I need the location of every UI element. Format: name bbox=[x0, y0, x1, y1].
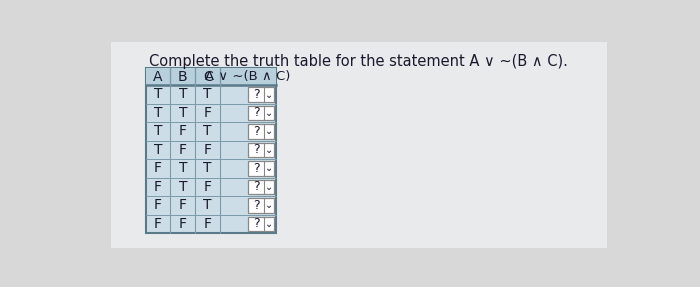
FancyBboxPatch shape bbox=[146, 68, 276, 233]
Text: ⌄: ⌄ bbox=[265, 219, 273, 229]
Text: F: F bbox=[154, 217, 162, 231]
Text: B: B bbox=[178, 70, 188, 84]
Text: T: T bbox=[154, 106, 162, 120]
Text: Complete the truth table for the statement A ∨ ∼(B ∧ C).: Complete the truth table for the stateme… bbox=[149, 54, 568, 69]
Text: ?: ? bbox=[253, 106, 260, 119]
Text: ?: ? bbox=[253, 199, 260, 212]
Text: T: T bbox=[178, 161, 187, 175]
Text: T: T bbox=[178, 88, 187, 102]
Text: A ∨ ∼(B ∧ C): A ∨ ∼(B ∧ C) bbox=[205, 70, 290, 83]
Text: T: T bbox=[154, 143, 162, 157]
Text: F: F bbox=[204, 217, 211, 231]
Text: F: F bbox=[178, 143, 187, 157]
Text: ⌄: ⌄ bbox=[265, 163, 273, 173]
FancyBboxPatch shape bbox=[111, 42, 607, 248]
Text: ⌄: ⌄ bbox=[265, 145, 273, 155]
FancyBboxPatch shape bbox=[248, 106, 274, 120]
Text: ?: ? bbox=[253, 88, 260, 101]
Text: F: F bbox=[204, 106, 211, 120]
FancyBboxPatch shape bbox=[248, 161, 274, 176]
Text: T: T bbox=[154, 88, 162, 102]
FancyBboxPatch shape bbox=[248, 87, 274, 102]
Text: F: F bbox=[178, 217, 187, 231]
Text: ⌄: ⌄ bbox=[265, 200, 273, 210]
Text: T: T bbox=[154, 125, 162, 138]
Text: ?: ? bbox=[253, 217, 260, 230]
Text: T: T bbox=[204, 198, 212, 212]
Text: F: F bbox=[154, 198, 162, 212]
Text: F: F bbox=[154, 180, 162, 194]
Text: F: F bbox=[204, 143, 211, 157]
FancyBboxPatch shape bbox=[248, 217, 274, 231]
FancyBboxPatch shape bbox=[248, 143, 274, 157]
Text: F: F bbox=[154, 161, 162, 175]
Text: C: C bbox=[203, 70, 213, 84]
FancyBboxPatch shape bbox=[248, 124, 274, 139]
Text: ?: ? bbox=[253, 125, 260, 138]
Text: T: T bbox=[178, 106, 187, 120]
Text: ⌄: ⌄ bbox=[265, 108, 273, 118]
Text: ⌄: ⌄ bbox=[265, 90, 273, 100]
Text: F: F bbox=[178, 125, 187, 138]
Text: ?: ? bbox=[253, 181, 260, 193]
Text: T: T bbox=[178, 180, 187, 194]
Text: ?: ? bbox=[253, 162, 260, 175]
Text: F: F bbox=[204, 180, 211, 194]
Text: T: T bbox=[204, 88, 212, 102]
Text: A: A bbox=[153, 70, 163, 84]
Text: ?: ? bbox=[253, 144, 260, 156]
Text: F: F bbox=[178, 198, 187, 212]
Text: T: T bbox=[204, 161, 212, 175]
Text: ⌄: ⌄ bbox=[265, 127, 273, 136]
FancyBboxPatch shape bbox=[248, 198, 274, 213]
Text: T: T bbox=[204, 125, 212, 138]
FancyBboxPatch shape bbox=[248, 180, 274, 194]
FancyBboxPatch shape bbox=[146, 68, 276, 85]
Text: ⌄: ⌄ bbox=[265, 182, 273, 192]
